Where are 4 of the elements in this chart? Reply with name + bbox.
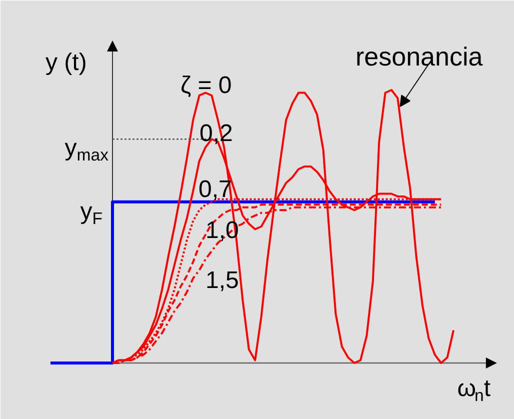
y-axis-title: y (t) <box>46 49 87 76</box>
series-label: 1,5 <box>206 267 239 294</box>
series-label: ζ = 0 <box>180 72 232 99</box>
text: resonancia <box>356 42 484 72</box>
